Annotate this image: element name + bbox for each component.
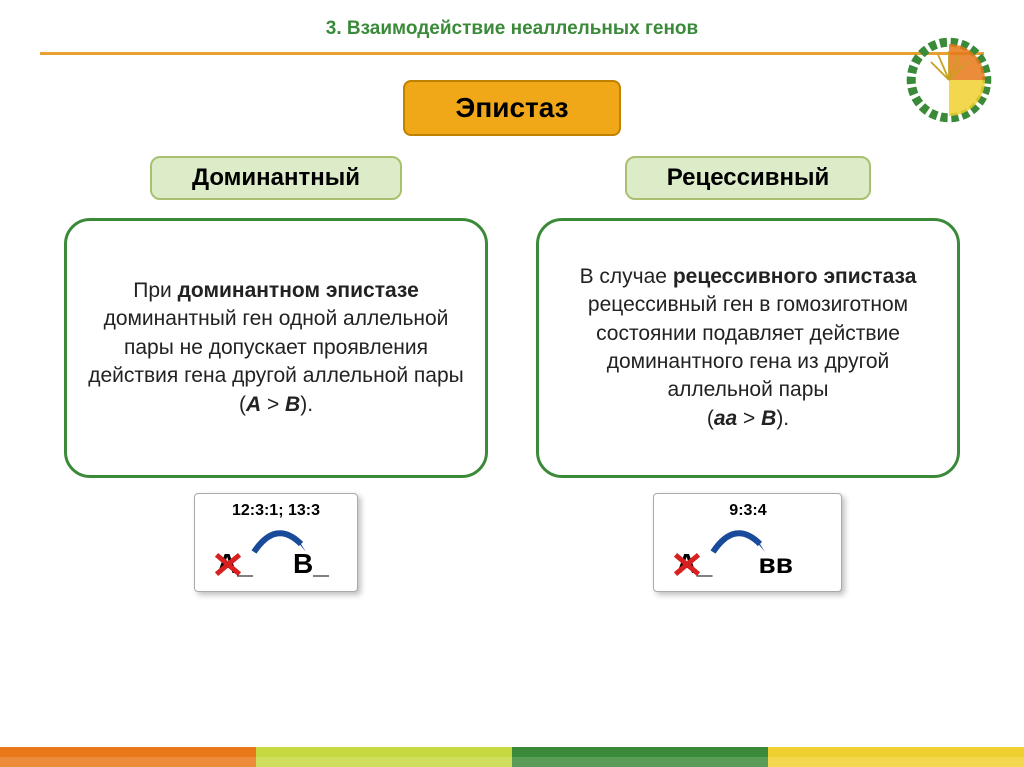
relation-a: А: [246, 393, 261, 416]
dominant-diagram-card: 12:3:1; 13:3 A_ B_: [194, 493, 358, 592]
paren-close: ).: [300, 393, 313, 416]
logo-icon: [904, 35, 994, 125]
cross-out-icon: [672, 550, 702, 580]
page-header-title: 3. Взаимодействие неаллельных генов: [0, 0, 1024, 40]
text: В случае: [580, 265, 673, 288]
text-bold: рецессивного эпистаза: [673, 265, 917, 288]
gene-b-label: вв: [758, 548, 792, 580]
main-topic-badge: Эпистаз: [403, 80, 620, 136]
paren-open: (: [239, 393, 246, 416]
paren-close: ).: [776, 407, 789, 430]
left-column: Доминантный При доминантном эпистазе дом…: [64, 156, 489, 592]
footer-stripes: [0, 737, 1024, 767]
dominant-diagram: A_ B_: [211, 524, 341, 579]
dominant-ratio: 12:3:1; 13:3: [211, 502, 341, 520]
relation-b: В: [285, 393, 300, 416]
relation-a: аа: [714, 407, 737, 430]
recessive-title-badge: Рецессивный: [625, 156, 872, 200]
text: рецессивный ген в гомозиготном состоянии…: [588, 293, 908, 401]
recessive-ratio: 9:3:4: [670, 502, 825, 520]
right-column: Рецессивный В случае рецессивного эписта…: [536, 156, 961, 592]
relation-b: В: [761, 407, 776, 430]
dominant-title-badge: Доминантный: [150, 156, 402, 200]
paren-open: (: [707, 407, 714, 430]
recessive-diagram: A_ вв: [670, 524, 825, 579]
text: При: [133, 279, 177, 302]
columns-container: Доминантный При доминантном эпистазе дом…: [0, 156, 1024, 592]
relation-op: >: [737, 407, 761, 430]
text-bold: доминантном эпистазе: [178, 279, 419, 302]
gene-b-label: B_: [293, 548, 329, 580]
recessive-diagram-card: 9:3:4 A_ вв: [653, 493, 842, 592]
cross-out-icon: [213, 550, 243, 580]
dominant-info-box: При доминантном эпистазе доминантный ген…: [64, 218, 489, 478]
recessive-info-box: В случае рецессивного эпистаза рецессивн…: [536, 218, 961, 478]
relation-op: >: [261, 393, 285, 416]
text: доминантный ген одной аллельной пары не …: [88, 307, 464, 387]
